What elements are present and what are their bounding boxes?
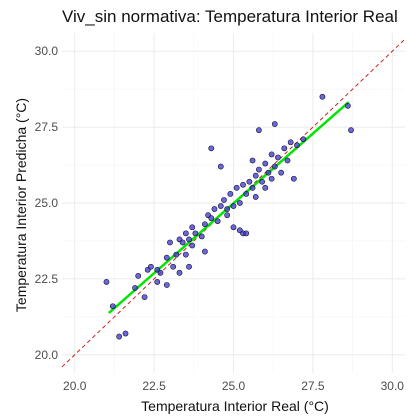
- data-point: [214, 218, 221, 225]
- x-axis-title: Temperatura Interior Real (°C): [141, 398, 329, 414]
- data-point: [287, 139, 294, 146]
- data-point: [243, 190, 250, 197]
- data-point: [157, 269, 164, 276]
- data-point: [186, 263, 192, 270]
- y-tick-label: 27.5: [35, 120, 59, 134]
- data-point: [211, 206, 218, 212]
- chart-title: Viv_sin normativa: Temperatura Interior …: [62, 7, 398, 26]
- data-point: [163, 254, 170, 261]
- data-point: [173, 251, 180, 258]
- data-point: [141, 294, 148, 301]
- data-point: [259, 178, 265, 185]
- data-point: [198, 233, 205, 240]
- data-point: [240, 181, 246, 188]
- data-point: [224, 212, 231, 219]
- data-point: [246, 178, 253, 185]
- data-point: [103, 279, 110, 285]
- data-point: [148, 263, 154, 270]
- data-point: [135, 272, 142, 279]
- y-axis-title: Temperatura Interior Predicha (°C): [13, 98, 29, 312]
- data-point: [182, 251, 189, 258]
- data-point: [208, 215, 215, 222]
- data-point: [224, 206, 231, 212]
- data-point: [249, 184, 256, 191]
- data-point: [268, 175, 275, 182]
- data-point: [221, 197, 227, 203]
- y-tick-label: 22.5: [35, 272, 59, 286]
- data-point: [249, 157, 256, 164]
- tick-labels: 20.0 22.5 25.0 27.5 30.0 20.0 22.5 25.0 27.5 30.0: [35, 44, 405, 393]
- data-point: [132, 285, 138, 291]
- y-tick-label: 25.0: [35, 196, 59, 210]
- data-point: [262, 160, 269, 167]
- data-point: [275, 154, 281, 161]
- identity-line: [61, 38, 406, 368]
- data-point: [236, 200, 243, 206]
- data-point: [189, 242, 196, 249]
- data-point: [256, 166, 262, 173]
- data-point: [227, 190, 234, 197]
- data-point: [116, 333, 123, 340]
- data-point: [217, 203, 224, 209]
- data-point: [182, 230, 189, 237]
- data-point: [252, 194, 259, 200]
- data-point: [122, 330, 129, 337]
- data-point: [243, 230, 250, 237]
- x-tick-label: 25.0: [222, 379, 246, 393]
- data-point: [284, 157, 291, 164]
- data-point: [170, 263, 177, 270]
- data-point: [154, 279, 161, 285]
- data-point: [252, 172, 259, 179]
- x-tick-label: 27.5: [301, 379, 325, 393]
- y-tick-label: 30.0: [35, 44, 59, 58]
- data-point: [300, 136, 307, 143]
- data-point: [189, 224, 196, 231]
- data-point: [271, 121, 278, 127]
- x-tick-label: 22.5: [142, 379, 166, 393]
- data-point: [265, 169, 272, 176]
- data-point: [271, 163, 278, 170]
- data-point: [348, 127, 354, 134]
- data-point: [109, 303, 116, 310]
- data-point: [186, 236, 192, 243]
- data-point: [278, 169, 285, 176]
- data-point: [319, 93, 326, 100]
- data-point: [294, 142, 300, 149]
- data-point: [208, 145, 215, 152]
- data-points: [103, 93, 354, 340]
- data-point: [230, 203, 237, 209]
- data-point: [230, 224, 237, 231]
- data-point: [290, 175, 297, 182]
- y-tick-label: 20.0: [35, 348, 59, 362]
- data-point: [167, 239, 173, 246]
- data-point: [176, 269, 183, 276]
- data-point: [217, 163, 224, 170]
- x-tick-label: 30.0: [381, 379, 405, 393]
- x-tick-label: 20.0: [63, 379, 87, 393]
- data-point: [262, 184, 269, 191]
- data-point: [281, 145, 288, 152]
- data-point: [233, 184, 240, 191]
- data-point: [268, 151, 275, 158]
- data-point: [163, 282, 170, 288]
- data-point: [202, 221, 208, 228]
- data-point: [202, 248, 208, 255]
- data-point: [344, 102, 351, 109]
- data-point: [256, 127, 262, 134]
- data-point: [192, 230, 199, 237]
- grid: [62, 33, 405, 373]
- data-point: [179, 239, 186, 246]
